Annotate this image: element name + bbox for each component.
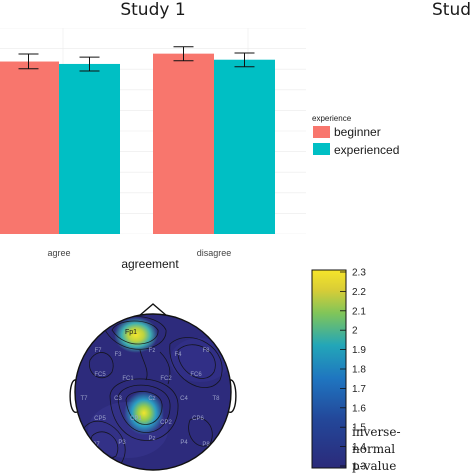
colorbar-tick-label: 1.6	[352, 403, 366, 414]
x-axis-title: agreement	[121, 257, 179, 271]
central-cluster	[124, 391, 164, 435]
colorbar-tick-label: 1.8	[352, 365, 366, 376]
x-tick-labels: agree disagree	[47, 248, 231, 258]
electrode-Pz: Pz	[148, 436, 155, 442]
electrode-Fp1: Fp1	[125, 329, 137, 336]
topographic-map: Fp1 F7 F3 Fz F4 F8 FC5 FC1 FC2 FC6 T7 C3 Cz C4 T8 CP5 CP…	[69, 303, 237, 471]
colorbar-tick-label: 2.1	[352, 306, 366, 317]
colorbar-tick-label: 1.5	[352, 423, 366, 434]
electrode-T8: T8	[212, 396, 220, 402]
legend: experience beginner experienced	[312, 114, 399, 157]
bar-agree-experienced	[59, 63, 120, 234]
electrode-F8: F8	[202, 348, 210, 354]
head-outline	[74, 313, 232, 471]
electrode-P4: P4	[180, 440, 188, 446]
electrode-F3: F3	[114, 352, 122, 358]
colorbar-tick-label: 2.3	[352, 268, 366, 279]
colorbar-tick-label: 1.9	[352, 345, 366, 356]
bar-agree-beginner	[0, 61, 59, 235]
bar-disagree-experienced	[214, 59, 275, 235]
electrode-CP2: CP2	[160, 420, 172, 426]
electrode-CP5: CP5	[94, 416, 106, 422]
colorbar-tick-label: 1.7	[352, 384, 366, 395]
error-bars	[18, 46, 255, 72]
frontal-cluster	[114, 317, 158, 353]
legend-label-beginner: beginner	[334, 125, 381, 139]
neighbor-chart-title: Stud	[432, 0, 471, 20]
bar-chart-title: Study 1	[120, 0, 185, 20]
colorbar-tick-label: 1.4	[352, 442, 366, 453]
colorbar-ticks: 2.3 2.2 2.1 2 1.9 1.8 1.7 1.6 1.5 1.4 1.3	[340, 268, 366, 473]
x-tick-label-agree: agree	[47, 248, 70, 258]
electrode-Cz: Cz	[148, 396, 155, 402]
electrode-Fz: Fz	[149, 348, 156, 354]
plot-area: agree disagree	[0, 28, 306, 258]
colorbar-tick-label: 2	[352, 326, 358, 337]
electrode-C4: C4	[180, 396, 188, 402]
legend-key-beginner	[313, 126, 330, 138]
electrode-P8: P8	[202, 442, 210, 448]
colorbar-label-line-2: normal	[352, 442, 395, 456]
legend-label-experienced: experienced	[334, 143, 399, 157]
electrode-CP1: CP1	[130, 416, 142, 422]
electrode-FC2: FC2	[160, 376, 172, 382]
electrode-labels: Fp1 F7 F3 Fz F4 F8 FC5 FC1 FC2 FC6 T7 C3 Cz C4 T8 CP5 CP…	[80, 329, 220, 448]
electrode-C3: C3	[114, 396, 122, 402]
electrode-CP6: CP6	[192, 416, 204, 422]
electrode-FC1: FC1	[122, 376, 134, 382]
nose	[138, 303, 168, 317]
colorbar-tick-label: 1.3	[352, 462, 366, 473]
electrode-F7: F7	[94, 348, 102, 354]
bar-disagree-beginner	[153, 53, 214, 235]
legend-title: experience	[312, 114, 352, 123]
electrode-P3: P3	[118, 440, 126, 446]
electrode-FC6: FC6	[190, 372, 202, 378]
colorbar-label-line-3: p-value	[352, 459, 396, 473]
bars	[0, 53, 275, 235]
electrode-F4: F4	[174, 352, 182, 358]
colorbar-tick-label: 2.2	[352, 287, 366, 298]
electrode-FC5: FC5	[94, 372, 106, 378]
colorbar-label-line-1: inverse-	[352, 425, 401, 439]
colorbar: 2.3 2.2 2.1 2 1.9 1.8 1.7 1.6 1.5 1.4 1.3 inverse-…	[311, 268, 401, 473]
x-tick-label-disagree: disagree	[197, 248, 232, 258]
contour-lines	[82, 315, 223, 467]
electrode-T7: T7	[80, 396, 88, 402]
legend-key-experienced	[313, 143, 330, 155]
